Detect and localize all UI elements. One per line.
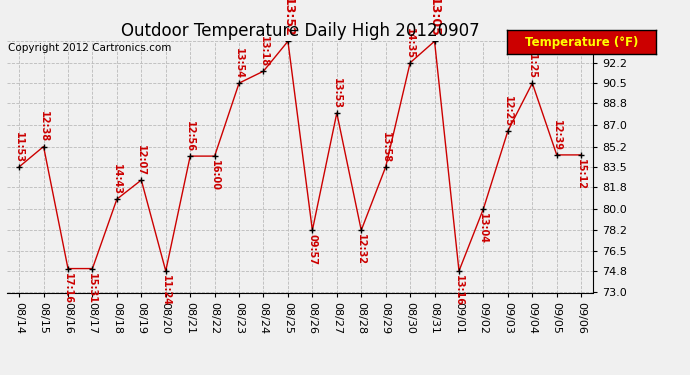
Text: 14:43: 14:43	[112, 164, 122, 195]
Text: 11:24: 11:24	[161, 275, 170, 306]
Text: 12:56: 12:56	[185, 121, 195, 152]
Text: 13:52: 13:52	[282, 0, 295, 37]
Text: 13:18: 13:18	[259, 36, 268, 67]
Text: 12:25: 12:25	[503, 96, 513, 127]
Text: Temperature (°F): Temperature (°F)	[524, 36, 638, 49]
Text: 12:38: 12:38	[39, 111, 48, 142]
Text: 13:16: 13:16	[454, 275, 464, 306]
Text: 13:54: 13:54	[234, 48, 244, 79]
Text: 12:39: 12:39	[552, 120, 562, 151]
Text: 13:58: 13:58	[381, 132, 391, 163]
Text: 13:53: 13:53	[332, 78, 342, 109]
Text: 15:31: 15:31	[88, 273, 97, 304]
Text: 13:05: 13:05	[428, 0, 441, 37]
Text: 11:25: 11:25	[527, 48, 538, 79]
Text: 13:04: 13:04	[478, 213, 489, 244]
Text: 09:57: 09:57	[307, 234, 317, 266]
Text: 15:12: 15:12	[576, 159, 586, 190]
Text: 11:53: 11:53	[14, 132, 24, 163]
Title: Outdoor Temperature Daily High 20120907: Outdoor Temperature Daily High 20120907	[121, 22, 480, 40]
Text: 12:32: 12:32	[356, 234, 366, 266]
Text: 17:16: 17:16	[63, 273, 73, 304]
Text: 12:07: 12:07	[137, 145, 146, 176]
Text: 14:35: 14:35	[405, 28, 415, 58]
Text: Copyright 2012 Cartronics.com: Copyright 2012 Cartronics.com	[8, 43, 172, 53]
Text: 16:00: 16:00	[210, 160, 219, 191]
